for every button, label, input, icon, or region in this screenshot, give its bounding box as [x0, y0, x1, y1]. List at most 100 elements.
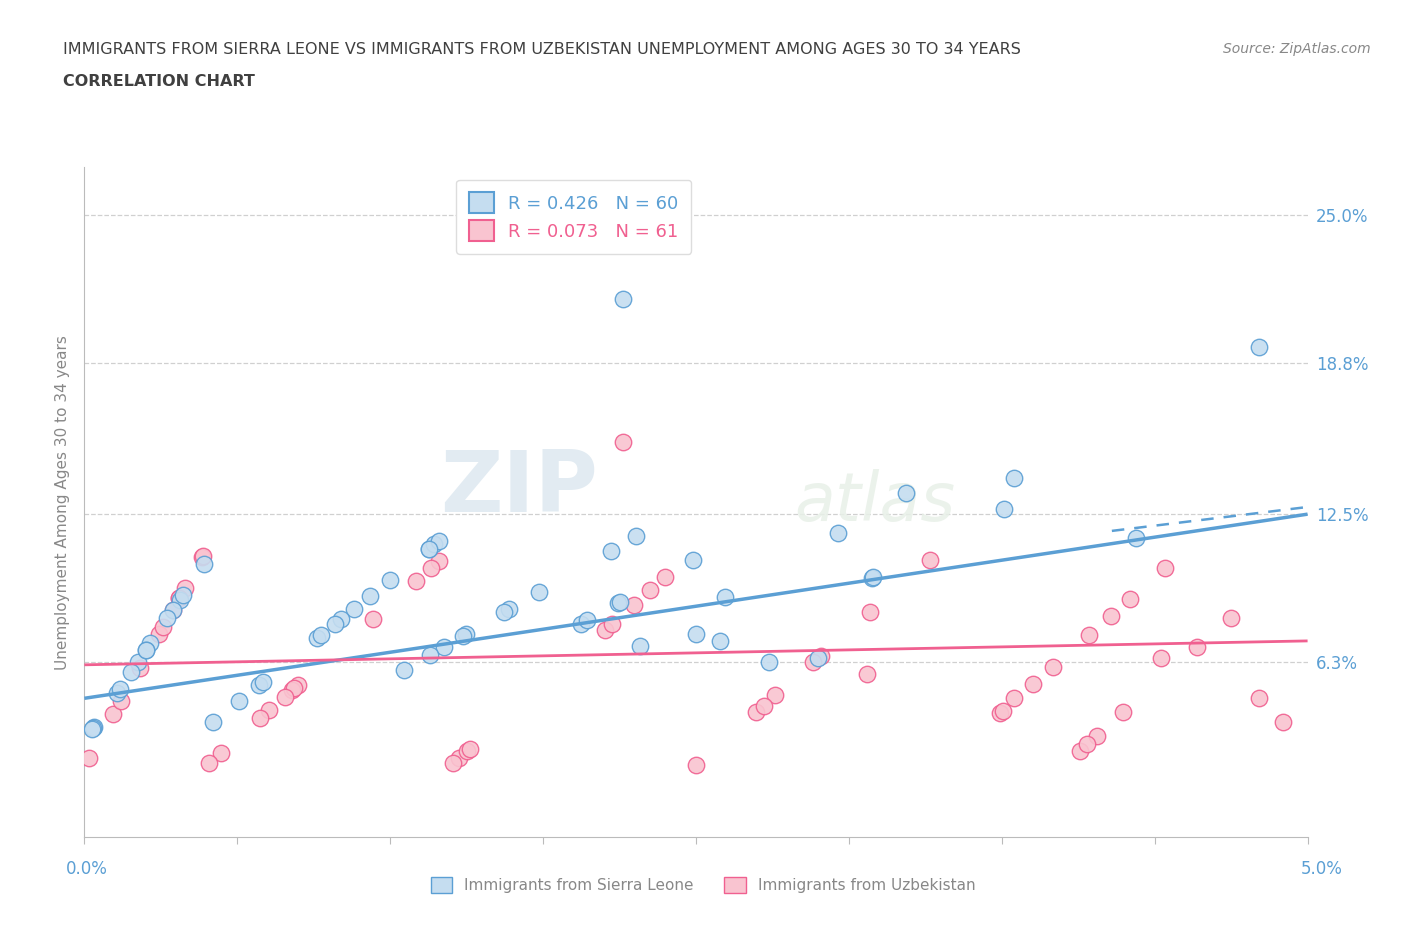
Point — [405, 574, 427, 589]
Point — [162, 603, 184, 618]
Text: ZIP: ZIP — [440, 447, 598, 530]
Point — [418, 541, 440, 556]
Point — [685, 626, 707, 641]
Point — [418, 541, 440, 556]
Point — [134, 643, 156, 658]
Point — [1069, 743, 1091, 758]
Point — [1002, 691, 1025, 706]
Point — [162, 603, 184, 618]
Point — [82, 721, 104, 736]
Point — [623, 597, 645, 612]
Point — [600, 617, 623, 631]
Point — [1022, 676, 1045, 691]
Point — [423, 537, 446, 551]
Point — [498, 602, 520, 617]
Point — [105, 685, 128, 700]
Point — [152, 619, 174, 634]
Point — [1118, 591, 1140, 606]
Point — [128, 660, 150, 675]
Point — [120, 665, 142, 680]
Legend: Immigrants from Sierra Leone, Immigrants from Uzbekistan: Immigrants from Sierra Leone, Immigrants… — [425, 870, 981, 899]
Point — [527, 585, 550, 600]
Point — [1247, 691, 1270, 706]
Point — [127, 654, 149, 669]
Point — [198, 756, 221, 771]
Point — [801, 655, 824, 670]
Point — [810, 648, 832, 663]
Point — [287, 678, 309, 693]
Point — [359, 589, 381, 604]
Text: CORRELATION CHART: CORRELATION CHART — [63, 74, 254, 89]
Point — [342, 602, 364, 617]
Point — [449, 751, 471, 765]
Point — [443, 756, 465, 771]
Text: 5.0%: 5.0% — [1301, 860, 1343, 878]
Point — [1272, 715, 1295, 730]
Point — [392, 662, 415, 677]
Point — [862, 570, 884, 585]
Point — [763, 688, 786, 703]
Point — [309, 628, 332, 643]
Point — [628, 639, 651, 654]
Point — [654, 570, 676, 585]
Text: IMMIGRANTS FROM SIERRA LEONE VS IMMIGRANTS FROM UZBEKISTAN UNEMPLOYMENT AMONG AG: IMMIGRANTS FROM SIERRA LEONE VS IMMIGRAN… — [63, 42, 1021, 57]
Point — [1002, 471, 1025, 485]
Point — [77, 751, 100, 765]
Point — [626, 529, 648, 544]
Point — [638, 583, 661, 598]
Point — [569, 617, 592, 631]
Point — [307, 631, 329, 645]
Text: 0.0%: 0.0% — [66, 860, 108, 878]
Point — [612, 435, 634, 450]
Point — [174, 580, 197, 595]
Point — [228, 694, 250, 709]
Point — [595, 622, 617, 637]
Point — [990, 705, 1012, 720]
Point — [745, 705, 768, 720]
Text: Source: ZipAtlas.com: Source: ZipAtlas.com — [1223, 42, 1371, 56]
Point — [1125, 531, 1147, 546]
Point — [685, 758, 707, 773]
Text: atlas: atlas — [794, 470, 955, 535]
Point — [451, 628, 474, 643]
Point — [169, 592, 191, 607]
Point — [191, 550, 214, 565]
Point — [827, 525, 849, 540]
Point — [193, 549, 215, 564]
Point — [600, 543, 623, 558]
Point — [83, 720, 105, 735]
Point — [247, 678, 270, 693]
Point — [274, 689, 297, 704]
Point — [612, 291, 634, 306]
Point — [758, 655, 780, 670]
Point — [458, 741, 481, 756]
Point — [167, 591, 190, 605]
Point — [859, 604, 882, 619]
Point — [193, 556, 215, 571]
Point — [1076, 737, 1098, 751]
Point — [856, 667, 879, 682]
Point — [139, 636, 162, 651]
Point — [494, 604, 516, 619]
Point — [1085, 728, 1108, 743]
Point — [993, 502, 1015, 517]
Point — [1154, 560, 1177, 575]
Point — [209, 745, 232, 760]
Point — [1150, 650, 1173, 665]
Point — [249, 711, 271, 725]
Point — [108, 682, 131, 697]
Point — [456, 744, 478, 759]
Point — [380, 572, 402, 587]
Point — [991, 703, 1014, 718]
Point — [252, 674, 274, 689]
Point — [82, 722, 104, 737]
Point — [1042, 659, 1064, 674]
Point — [201, 714, 224, 729]
Point — [283, 681, 305, 696]
Point — [420, 560, 443, 575]
Point — [103, 707, 125, 722]
Point — [682, 552, 704, 567]
Point — [433, 639, 456, 654]
Point — [148, 627, 170, 642]
Point — [323, 617, 346, 631]
